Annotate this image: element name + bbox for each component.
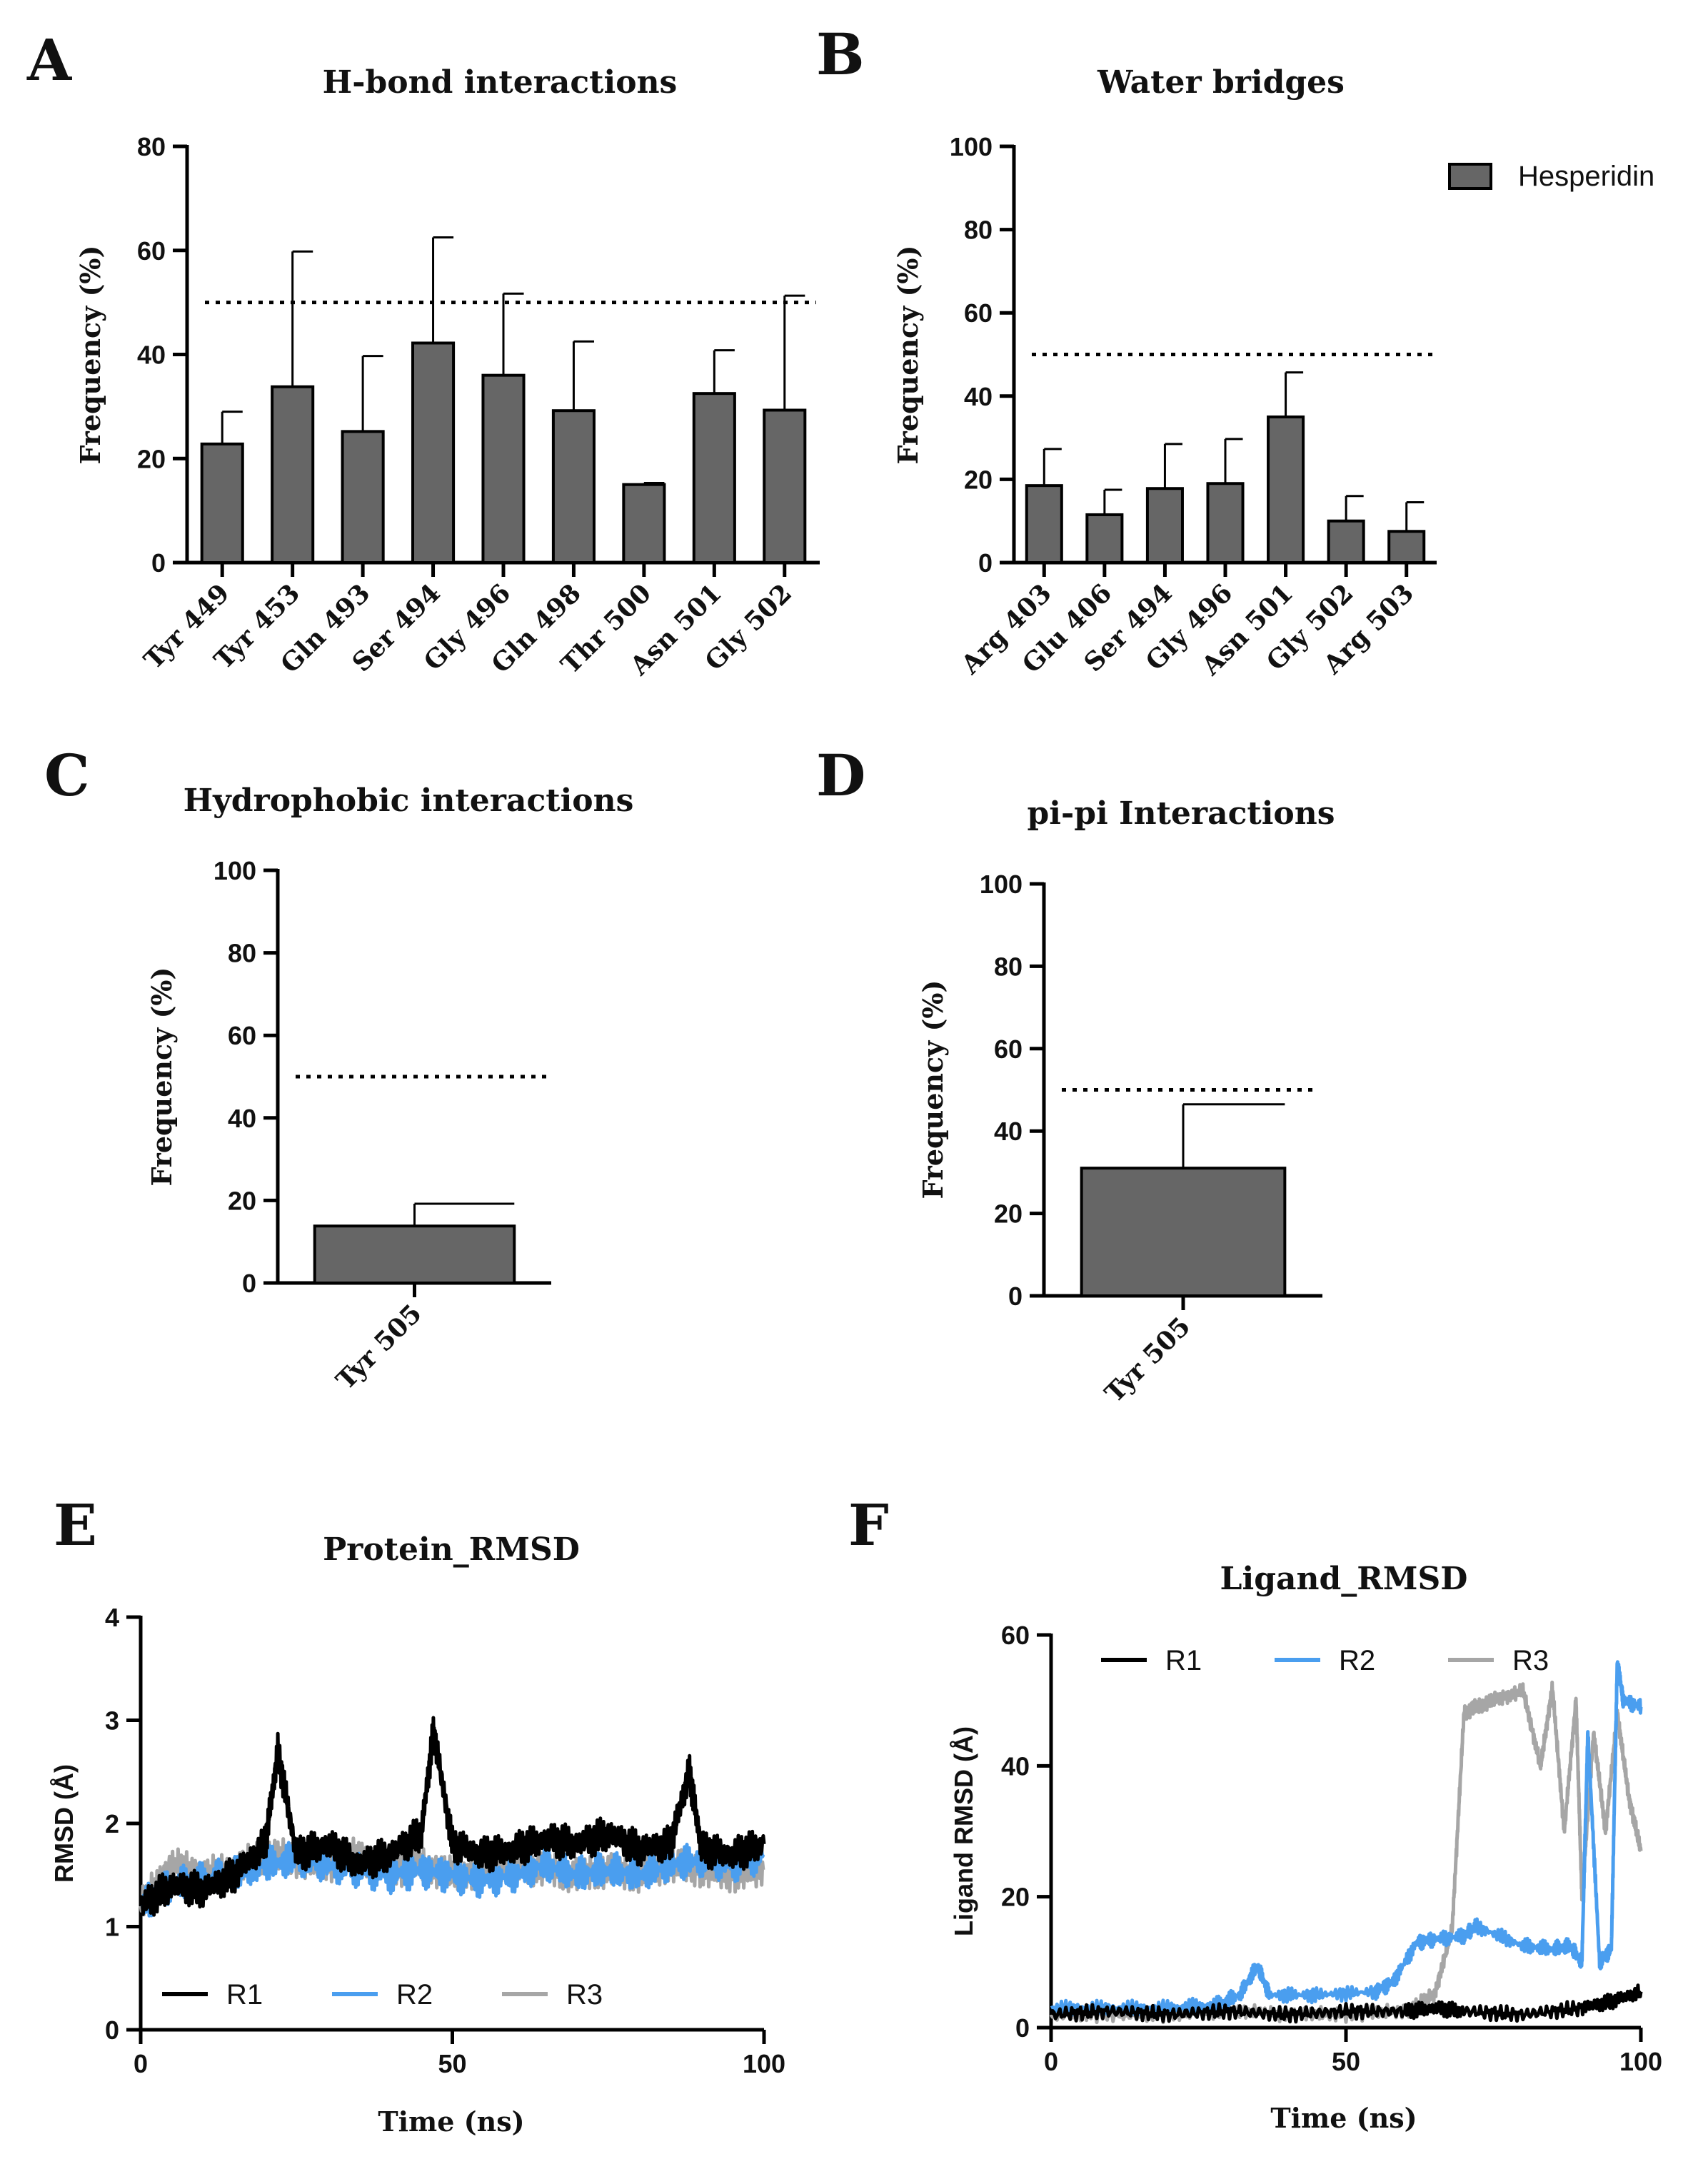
y-tick-label: 40 [1001,1751,1030,1781]
y-tick-label: 20 [1001,1883,1030,1912]
x-axis-label: Time (ns) [1270,2102,1417,2134]
y-tick-label: 0 [1015,2013,1030,2043]
y-axis-label: RMSD (Å) [49,1764,79,1883]
chart-title: Protein_RMSD [323,1531,580,1568]
panel-f: F Ligand_RMSD 0 20 40 60 Ligand RMSD (Å) 0 50 100… [848,1491,1662,2134]
panel-letter: D [816,742,865,809]
bar [411,341,456,564]
y-tick-label: 20 [137,444,166,473]
y-tick-label: 0 [105,2015,119,2045]
x-tick-label: 100 [743,2049,785,2078]
bar [200,442,244,564]
chart-title: Ligand_RMSD [1220,1561,1468,1597]
y-tick-label: 20 [964,465,993,494]
y-tick-label: 0 [242,1269,256,1298]
y-tick-label: 2 [105,1809,119,1838]
y-tick-label: 60 [228,1021,256,1050]
panel-letter: A [26,26,72,94]
x-axis-label: Time (ns) [378,2105,524,2138]
y-tick-label: 3 [105,1706,119,1736]
y-tick-label: 40 [137,341,166,370]
series-line-r2 [1050,1660,1643,2017]
bar [1387,530,1426,565]
y-tick-label: 40 [964,382,993,411]
x-tick-label: 50 [1332,2047,1360,2076]
y-axis-label: Ligand RMSD (Å) [949,1726,978,1936]
series-line-r1 [139,1716,766,1917]
y-tick-label: 0 [978,548,993,578]
y-tick-label: 80 [228,939,256,968]
y-tick-label: 20 [994,1199,1023,1229]
bar [1327,519,1365,565]
y-tick-label: 0 [1008,1282,1023,1311]
panel-e: E Protein_RMSD 0 1 2 3 4 RMSD (Å) 0 50 100 Time (ns… [49,1491,785,2138]
legend-label: R3 [1512,1645,1549,1676]
bar [1085,513,1124,565]
y-tick-label: 80 [137,132,166,161]
y-axis-label: Frequency (%) [892,245,924,464]
legend-label: R1 [226,1979,263,2010]
panel-letter: F [848,1491,889,1559]
y-tick-label: 40 [228,1104,256,1133]
y-tick-label: 80 [964,216,993,245]
chart-title: H-bond interactions [323,64,678,101]
panel-letter: E [54,1491,97,1559]
chart-title: pi-pi Interactions [1027,795,1335,832]
y-tick-label: 0 [151,548,166,578]
series-line-r1 [1049,1983,1643,2024]
y-tick-label: 60 [964,298,993,328]
y-tick-label: 4 [105,1603,119,1632]
bar [763,408,807,564]
legend-label: R3 [566,1979,603,2010]
x-tick-label: 0 [1044,2047,1058,2076]
bar [551,409,596,565]
y-tick-label: 20 [228,1186,256,1215]
series-line-r3 [1049,1680,1643,2025]
y-axis-label: Frequency (%) [917,980,949,1199]
y-axis-label: Frequency (%) [74,245,106,464]
y-tick-label: 100 [980,870,1023,899]
y-axis-label: Frequency (%) [146,967,178,1186]
y-tick-label: 100 [950,132,993,161]
category-label: Tyr 505 [1099,1312,1196,1409]
y-tick-label: 1 [105,1913,119,1942]
y-tick-label: 100 [214,856,256,885]
bar [692,392,736,564]
category-label: Tyr 505 [331,1299,428,1396]
chart-title: Water bridges [1097,64,1345,101]
legend-label: R2 [1339,1645,1375,1676]
chart-title: Hydrophobic interactions [184,782,634,819]
bar [1267,415,1305,565]
panel-letter: C [44,742,90,809]
legend-label: R2 [396,1979,433,2010]
bar [271,385,315,564]
panel-letter: B [816,21,865,88]
y-tick-label: 60 [994,1035,1023,1064]
legend-swatch [1448,163,1492,190]
y-tick-label: 80 [994,952,1023,981]
panel-a: A H-bond interactions 0 20 40 60 80 Frequency (… [26,26,820,682]
bar [622,483,666,564]
x-tick-label: 100 [1619,2047,1662,2076]
x-tick-label: 0 [134,2049,148,2078]
panel-d: Dpi-pi Interactions 0 20 40 60 80 100 Frequency… [816,742,1335,1409]
bar [481,373,526,565]
y-tick-label: 40 [994,1117,1023,1146]
bar [1206,482,1245,564]
y-tick-label: 60 [137,236,166,266]
bar [1080,1167,1287,1297]
bar [1145,487,1184,565]
bar [313,1224,516,1284]
bar [1025,484,1063,565]
legend-label: Hesperidin [1518,161,1654,192]
panel-c: C Hydrophobic interactions 0 20 40 60 80 100 Fre… [44,742,633,1396]
legend-label: R1 [1165,1645,1202,1676]
y-tick-label: 60 [1001,1621,1030,1650]
bar [341,430,385,564]
x-tick-label: 50 [438,2049,466,2078]
